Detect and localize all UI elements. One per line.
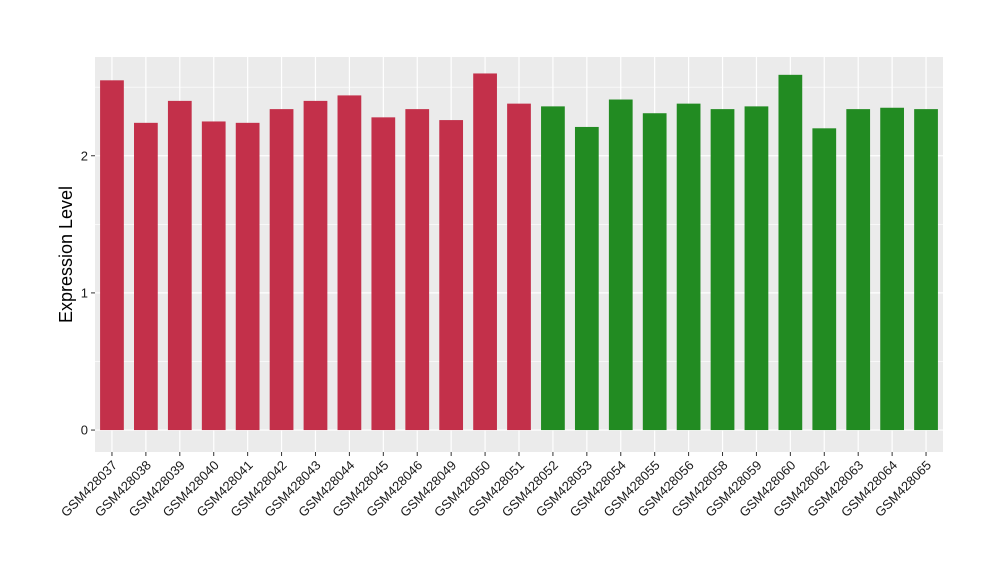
y-tick-label: 2 [81, 148, 88, 163]
bar-GSM428049 [439, 120, 464, 431]
bar-GSM428050 [473, 73, 497, 431]
bar-GSM428064 [880, 107, 904, 431]
y-axis-title: Expression Level [56, 186, 76, 323]
bar-GSM428055 [642, 113, 667, 431]
bar-GSM428039 [167, 100, 192, 431]
y-tick-label: 1 [81, 285, 88, 300]
bar-GSM428065 [914, 109, 938, 431]
bar-GSM428063 [846, 109, 871, 431]
bar-GSM428040 [201, 121, 226, 431]
y-axis: 0 1 2 [81, 148, 95, 438]
bars [100, 73, 938, 431]
bar-GSM428062 [812, 128, 837, 431]
bar-GSM428041 [235, 122, 260, 431]
bar-GSM428044 [337, 95, 362, 431]
bar-GSM428058 [710, 109, 735, 431]
bar-GSM428060 [778, 74, 803, 431]
bar-GSM428059 [744, 106, 769, 431]
bar-GSM428045 [371, 117, 396, 431]
bar-GSM428053 [574, 126, 599, 431]
x-axis: GSM428037GSM428038GSM428039GSM428040GSM4… [58, 452, 934, 520]
bar-GSM428052 [541, 106, 565, 431]
bar-GSM428043 [303, 100, 328, 431]
bar-GSM428037 [100, 80, 124, 431]
bar-GSM428042 [269, 109, 294, 431]
bar-GSM428038 [134, 122, 158, 431]
y-tick-label: 0 [81, 423, 88, 438]
bar-GSM428051 [507, 103, 531, 431]
bar-GSM428046 [405, 109, 430, 431]
bar-GSM428054 [608, 99, 633, 431]
bar-GSM428056 [676, 103, 701, 431]
